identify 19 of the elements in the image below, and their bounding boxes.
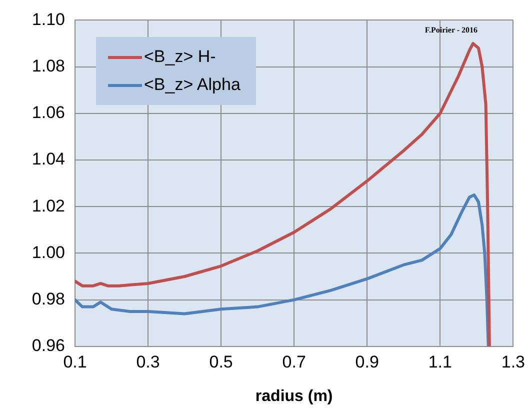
- x-tick-label: 0.7: [282, 352, 306, 372]
- y-tick-label: 1.02: [32, 196, 65, 216]
- legend-label: <B_z> Alpha: [144, 74, 240, 96]
- x-tick-label: 0.3: [136, 352, 160, 372]
- y-tick-label: 1.08: [32, 56, 65, 76]
- x-tick-label: 1.3: [501, 352, 526, 372]
- y-tick-label: 0.98: [32, 289, 65, 308]
- y-tick-label: 1.10: [32, 10, 65, 29]
- legend-label: <B_z> H-: [144, 46, 216, 68]
- x-tick-label: 0.1: [63, 352, 87, 372]
- x-tick-label: 0.9: [355, 352, 379, 372]
- x-axis-title: radius (m): [255, 388, 333, 405]
- y-tick-label: 1.00: [32, 242, 65, 262]
- x-tick-label: 0.5: [209, 352, 233, 372]
- x-tick-label: 1.1: [428, 352, 452, 372]
- annotation: F.Poirier - 2016: [424, 25, 478, 34]
- y-tick-label: 0.96: [32, 336, 65, 356]
- y-tick-label: 1.04: [32, 150, 65, 169]
- y-tick-label: 1.06: [32, 103, 65, 122]
